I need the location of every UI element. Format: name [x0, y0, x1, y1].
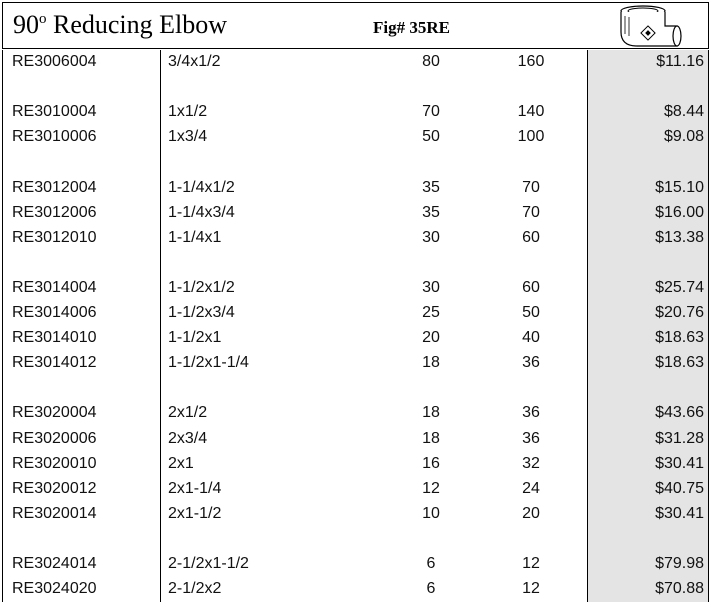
size: 2x1 — [168, 454, 194, 472]
table-border — [708, 50, 709, 602]
price: $31.28 — [655, 429, 704, 447]
quantity-master: 36 — [522, 354, 540, 372]
item-code: RE3014006 — [12, 304, 97, 321]
elbow-icon — [620, 5, 682, 47]
item-code: RE3020012 — [12, 479, 97, 497]
size: 1-1/2x1/2 — [168, 278, 235, 296]
price: $8.44 — [663, 103, 704, 121]
quantity-inner: 50 — [422, 128, 440, 146]
quantity-master: 100 — [517, 128, 545, 146]
price: $43.66 — [655, 404, 704, 422]
quantity-master: 60 — [522, 228, 540, 246]
item-code: RE3012010 — [12, 228, 97, 246]
quantity-master: 60 — [522, 278, 540, 296]
quantity-master: 24 — [522, 479, 540, 497]
price: $18.63 — [655, 354, 704, 372]
size: 1x3/4 — [168, 128, 208, 146]
size: 1-1/4x1 — [168, 228, 222, 246]
price: $9.08 — [663, 128, 704, 146]
title-text: Reducing Elbow — [53, 10, 228, 39]
quantity-master: 20 — [522, 504, 540, 522]
item-code: RE3014004 — [12, 278, 97, 296]
item-code: RE3020014 — [12, 504, 97, 522]
size: 2-1/2x2 — [168, 580, 222, 598]
quantity-inner: 18 — [422, 429, 440, 447]
table-border — [2, 50, 3, 602]
quantity-inner: 30 — [422, 278, 440, 296]
size: 2x1/2 — [168, 404, 208, 422]
price: $11.16 — [656, 53, 704, 70]
quantity-inner: 18 — [422, 404, 440, 422]
quantity-master: 36 — [522, 404, 540, 422]
price: $70.88 — [655, 580, 704, 598]
quantity-inner: 80 — [422, 53, 440, 70]
quantity-master: 140 — [517, 103, 545, 121]
quantity-inner: 12 — [422, 479, 440, 497]
price: $30.41 — [655, 504, 704, 522]
size: 1-1/4x1/2 — [168, 178, 235, 196]
price: $30.41 — [655, 454, 704, 472]
price: $25.74 — [655, 278, 704, 296]
quantity-master: 36 — [522, 429, 540, 447]
price: $40.75 — [655, 479, 704, 497]
quantity-inner: 35 — [422, 203, 440, 221]
price: $79.98 — [655, 555, 704, 572]
figure-number: Fig# 35RE — [373, 18, 450, 37]
item-code: RE3014012 — [12, 354, 97, 372]
item-code: RE3020006 — [12, 429, 97, 447]
size: 2x1-1/2 — [168, 504, 222, 522]
price: $20.76 — [655, 304, 704, 321]
quantity-inner: 16 — [422, 454, 440, 472]
size: 1x1/2 — [168, 103, 208, 121]
size: 3/4x1/2 — [168, 53, 221, 70]
size: 2-1/2x1-1/2 — [168, 555, 249, 572]
item-code: RE3012006 — [12, 203, 97, 221]
price: $13.38 — [655, 228, 704, 246]
quantity-master: 32 — [522, 454, 540, 472]
header: 90o Reducing Elbow Fig# 35RE — [2, 2, 709, 49]
quantity-inner: 20 — [422, 329, 440, 347]
item-code: RE3024014 — [12, 555, 97, 572]
size: 1-1/4x3/4 — [168, 203, 235, 221]
price: $15.10 — [655, 178, 704, 196]
title: 90o Reducing Elbow — [13, 10, 227, 40]
item-code: RE3010004 — [12, 103, 97, 121]
item-code: RE3006004 — [12, 53, 97, 70]
quantity-inner: 18 — [422, 354, 440, 372]
quantity-master: 12 — [522, 580, 540, 598]
size: 2x3/4 — [168, 429, 208, 447]
column-divider — [587, 50, 588, 602]
item-code: RE3014010 — [12, 329, 97, 347]
item-code: RE3012004 — [12, 178, 97, 196]
quantity-inner: 35 — [422, 178, 440, 196]
quantity-inner: 10 — [422, 504, 440, 522]
price-column-shade — [587, 50, 709, 602]
quantity-inner: 70 — [422, 103, 440, 121]
quantity-master: 40 — [522, 329, 540, 347]
price: $18.63 — [655, 329, 704, 347]
quantity-inner: 6 — [426, 580, 436, 598]
size: 2x1-1/4 — [168, 479, 222, 497]
quantity-inner: 6 — [426, 555, 436, 572]
quantity-master: 70 — [522, 178, 540, 196]
size: 1-1/2x1 — [168, 329, 222, 347]
quantity-master: 12 — [522, 555, 540, 572]
quantity-inner: 30 — [422, 228, 440, 246]
price: $16.00 — [655, 203, 704, 221]
item-code: RE3024020 — [12, 580, 97, 598]
size: 1-1/2x1-1/4 — [168, 354, 249, 372]
title-degree: o — [39, 11, 47, 27]
quantity-master: 160 — [517, 53, 545, 70]
title-number: 90 — [13, 10, 39, 39]
quantity-master: 50 — [522, 304, 540, 321]
column-divider — [160, 50, 161, 602]
item-code: RE3020004 — [12, 404, 97, 422]
size: 1-1/2x3/4 — [168, 304, 235, 321]
quantity-master: 70 — [522, 203, 540, 221]
item-code: RE3020010 — [12, 454, 97, 472]
item-code: RE3010006 — [12, 128, 97, 146]
quantity-inner: 25 — [422, 304, 440, 321]
